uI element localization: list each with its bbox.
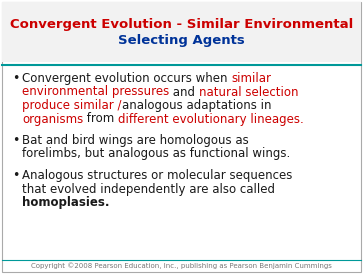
Text: different evolutionary lineages.: different evolutionary lineages. xyxy=(118,113,304,125)
Text: •: • xyxy=(12,169,19,182)
Text: that evolved independently are also called: that evolved independently are also call… xyxy=(22,182,275,196)
Text: homoplasies.: homoplasies. xyxy=(22,196,110,209)
Text: natural selection: natural selection xyxy=(199,85,298,98)
Text: Copyright ©2008 Pearson Education, Inc., publishing as Pearson Benjamin Cummings: Copyright ©2008 Pearson Education, Inc.,… xyxy=(31,263,332,269)
Text: Bat and bird wings are homologous as: Bat and bird wings are homologous as xyxy=(22,134,249,147)
Text: Convergent Evolution - Similar Environmental: Convergent Evolution - Similar Environme… xyxy=(10,18,353,31)
Text: similar: similar xyxy=(231,72,271,85)
Text: produce similar /: produce similar / xyxy=(22,99,122,112)
Text: and: and xyxy=(169,85,199,98)
Text: analogous adaptations in: analogous adaptations in xyxy=(122,99,271,112)
Text: Analogous structures or molecular sequences: Analogous structures or molecular sequen… xyxy=(22,169,292,182)
Text: Convergent evolution occurs when: Convergent evolution occurs when xyxy=(22,72,231,85)
Text: organisms: organisms xyxy=(22,113,83,125)
Text: Selecting Agents: Selecting Agents xyxy=(118,34,245,47)
Text: forelimbs, but analogous as functional wings.: forelimbs, but analogous as functional w… xyxy=(22,147,290,161)
Text: environmental pressures: environmental pressures xyxy=(22,85,169,98)
Text: •: • xyxy=(12,134,19,147)
Text: from: from xyxy=(83,113,118,125)
Bar xyxy=(2,2,361,62)
Text: •: • xyxy=(12,72,19,85)
